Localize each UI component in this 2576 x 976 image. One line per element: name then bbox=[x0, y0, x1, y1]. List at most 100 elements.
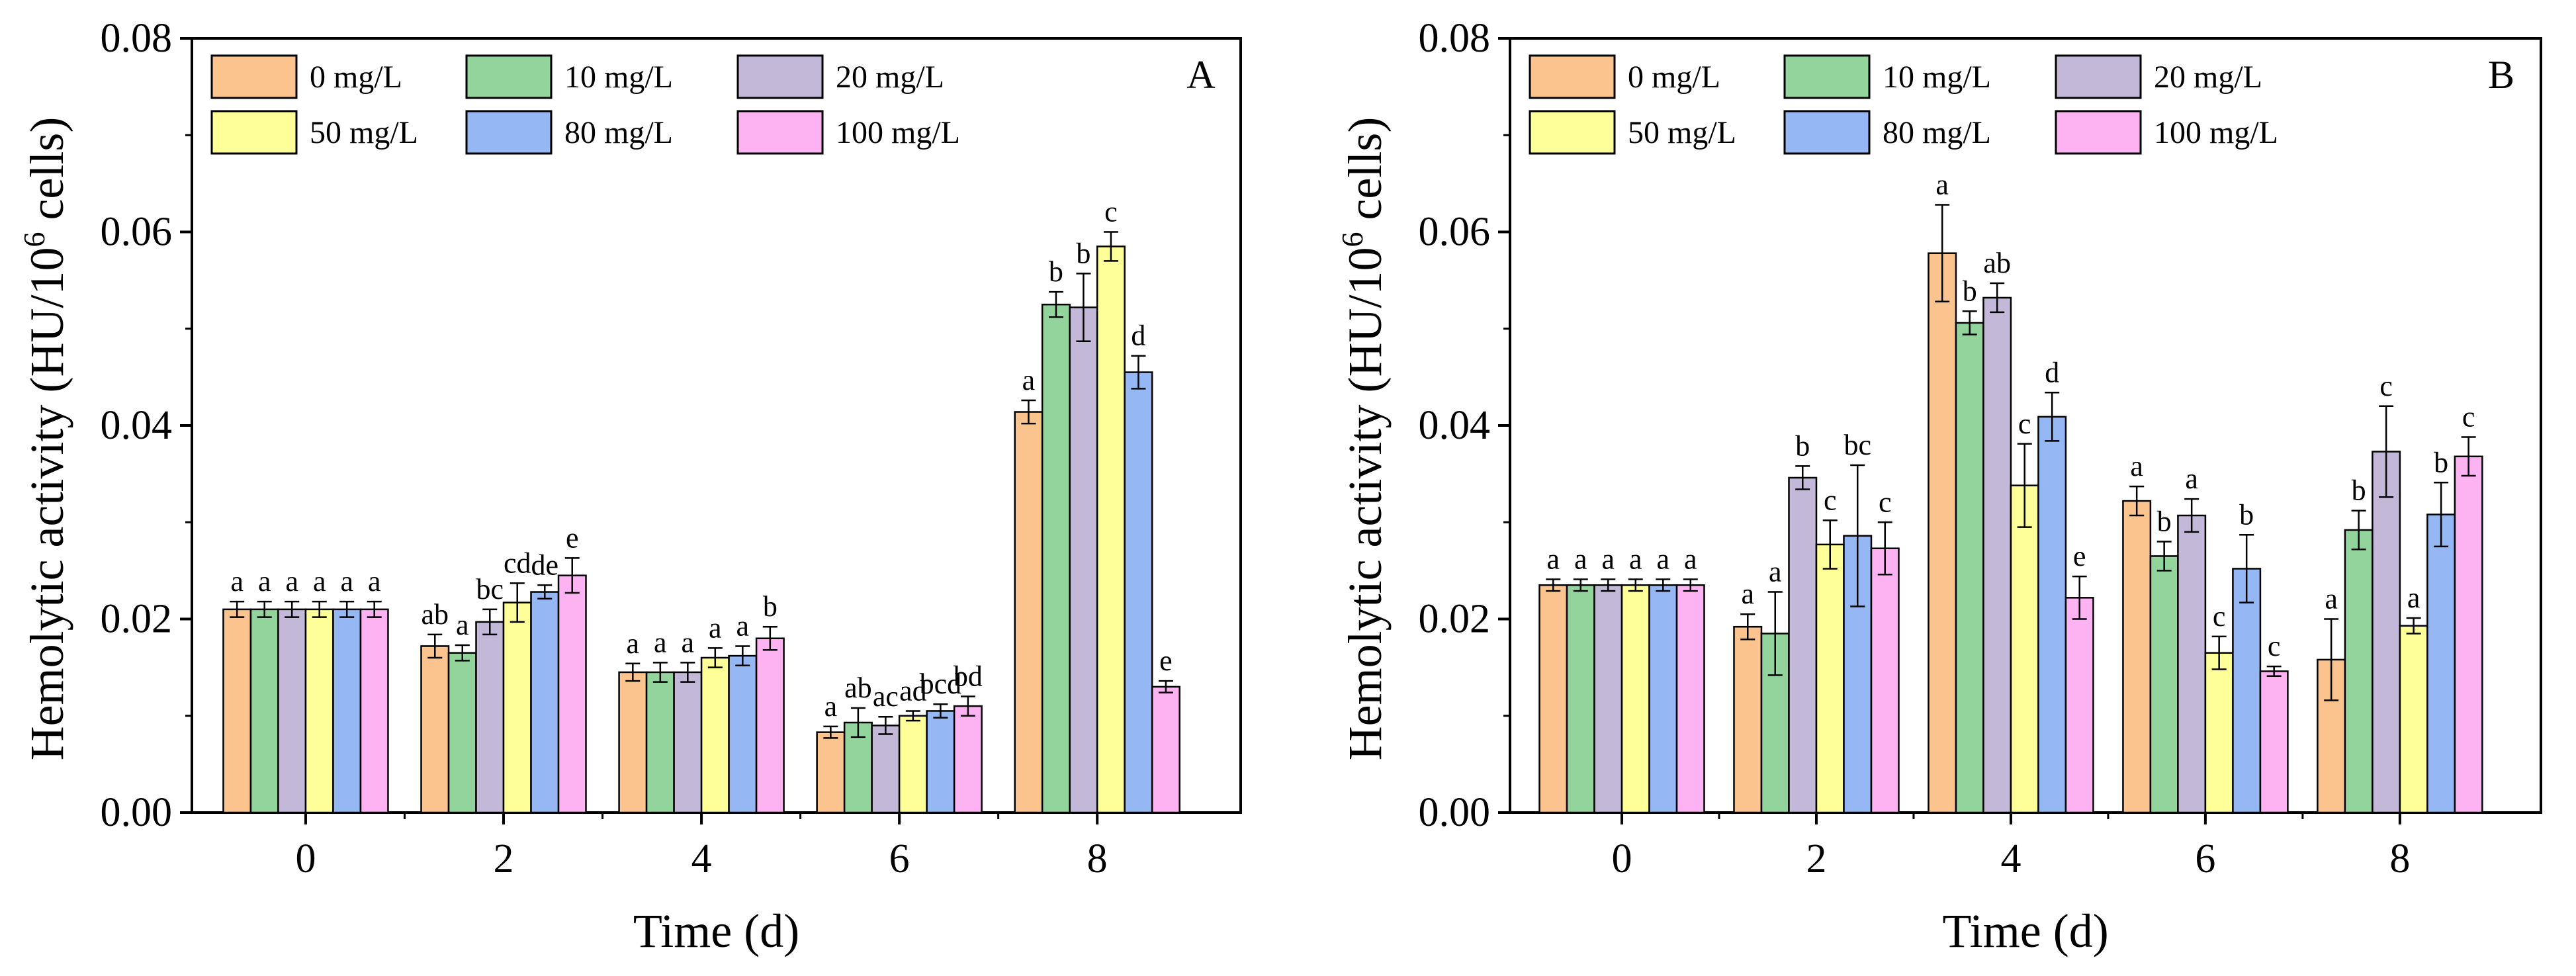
x-tick-label: 8 bbox=[2389, 836, 2410, 881]
legend-label: 100 mg/L bbox=[2154, 115, 2278, 150]
significance-letter: bd bbox=[954, 660, 983, 693]
y-tick-label: 0.06 bbox=[101, 210, 173, 255]
bar bbox=[1096, 245, 1126, 814]
bar bbox=[2426, 513, 2456, 814]
bar bbox=[926, 710, 955, 814]
bar bbox=[728, 654, 758, 814]
bar bbox=[700, 656, 730, 814]
legend-swatch bbox=[2055, 110, 2142, 155]
y-axis-title-superscript: 6 bbox=[1335, 232, 1369, 247]
significance-letter: a bbox=[1629, 543, 1642, 576]
bar bbox=[1815, 543, 1845, 814]
bar bbox=[277, 608, 307, 814]
bar bbox=[645, 671, 675, 814]
significance-letter: e bbox=[566, 521, 579, 554]
significance-letter: cd bbox=[504, 547, 531, 579]
bar bbox=[2037, 416, 2067, 814]
bar bbox=[618, 671, 648, 814]
bar bbox=[1041, 303, 1071, 814]
legend-label: 10 mg/L bbox=[1883, 60, 1991, 95]
significance-letter: c bbox=[2462, 401, 2475, 433]
bar bbox=[898, 715, 928, 814]
y-axis-title-superscript: 6 bbox=[17, 232, 51, 247]
significance-letter: de bbox=[531, 549, 558, 581]
y-axis-title-suffix: cells) bbox=[21, 117, 73, 232]
significance-letter: a bbox=[258, 565, 271, 598]
bar bbox=[1124, 371, 1153, 814]
significance-letter: c bbox=[2018, 408, 2031, 440]
bar bbox=[502, 601, 532, 814]
legend-label: 50 mg/L bbox=[1628, 115, 1736, 150]
significance-letter: a bbox=[654, 626, 667, 658]
y-tick-label: 0.02 bbox=[101, 597, 173, 642]
legend-label: 80 mg/L bbox=[564, 115, 673, 150]
bar bbox=[1733, 625, 1763, 814]
legend-label: 50 mg/L bbox=[310, 115, 418, 150]
significance-letter: a bbox=[2407, 582, 2421, 614]
significance-letter: ab bbox=[421, 598, 449, 631]
significance-letter: a bbox=[627, 627, 640, 660]
significance-letter: a bbox=[230, 565, 244, 598]
bar bbox=[475, 621, 505, 814]
bar bbox=[2232, 568, 2262, 814]
chart-panel-a: 0.00 0.02 0.04 0.06 0.08 Hemolytic activity (… bbox=[17, 16, 1242, 957]
legend-swatch bbox=[1783, 110, 1871, 155]
significance-letter: a bbox=[1547, 543, 1560, 576]
x-tick-label: 2 bbox=[494, 836, 514, 881]
legend-swatch bbox=[465, 110, 553, 155]
significance-letter: a bbox=[824, 690, 838, 723]
legend-label: 0 mg/L bbox=[1628, 60, 1720, 95]
legend-label: 80 mg/L bbox=[1883, 115, 1991, 150]
x-axis-title: Time (d) bbox=[633, 905, 799, 957]
legend-swatch bbox=[736, 54, 824, 99]
bar bbox=[359, 608, 389, 814]
bar bbox=[2122, 500, 2152, 814]
bar bbox=[557, 574, 587, 814]
bar bbox=[1788, 476, 1818, 814]
x-tick-label: 6 bbox=[2195, 836, 2215, 881]
bar bbox=[332, 608, 362, 814]
x-tick-label: 2 bbox=[1806, 836, 1826, 881]
y-tick-label: 0.04 bbox=[1419, 403, 1491, 448]
significance-letter: a bbox=[1602, 543, 1615, 576]
bar bbox=[1538, 584, 1568, 814]
y-axis-title-main: Hemolytic activity (HU/10 bbox=[21, 247, 73, 761]
bar bbox=[304, 608, 334, 814]
significance-letter: ab bbox=[1983, 247, 2011, 279]
y-tick-label: 0.08 bbox=[1419, 16, 1491, 61]
bar bbox=[1151, 686, 1180, 814]
bar bbox=[1675, 584, 1705, 814]
significance-letter: a bbox=[1657, 543, 1670, 576]
significance-letter: c bbox=[1104, 196, 1118, 228]
bar bbox=[953, 705, 983, 814]
significance-letter: c bbox=[2268, 630, 2281, 662]
y-axis-title: Hemolytic activity (HU/106 cells) bbox=[17, 117, 73, 761]
bar bbox=[1982, 296, 2012, 814]
x-tick-label: 4 bbox=[2000, 836, 2021, 881]
y-axis-title-main: Hemolytic activity (HU/10 bbox=[1339, 247, 1392, 761]
significance-letter: b bbox=[2157, 506, 2172, 538]
bar bbox=[2259, 670, 2289, 814]
significance-letter: a bbox=[1741, 578, 1754, 610]
legend-label: 20 mg/L bbox=[836, 60, 944, 95]
bar bbox=[1621, 584, 1650, 814]
significance-letter: a bbox=[340, 565, 353, 598]
significance-letter: d bbox=[2045, 356, 2059, 388]
legend-swatch bbox=[1783, 54, 1871, 99]
x-tick-label: 8 bbox=[1087, 836, 1108, 881]
bar bbox=[1593, 584, 1623, 814]
y-axis-title-suffix: cells) bbox=[1339, 117, 1392, 232]
significance-letter: a bbox=[2185, 463, 2198, 495]
significance-letter: bc bbox=[476, 573, 504, 605]
bar bbox=[2177, 514, 2207, 814]
y-tick-label: 0.00 bbox=[1419, 790, 1491, 835]
significance-letter: e bbox=[2073, 540, 2086, 572]
legend-swatch bbox=[1529, 110, 1616, 155]
y-tick-label: 0.02 bbox=[1419, 597, 1491, 642]
bar bbox=[2454, 455, 2483, 814]
x-axis-title: Time (d) bbox=[1942, 905, 2108, 957]
bar bbox=[420, 645, 450, 814]
significance-letter: ab bbox=[844, 672, 872, 704]
bar bbox=[1955, 322, 1984, 814]
